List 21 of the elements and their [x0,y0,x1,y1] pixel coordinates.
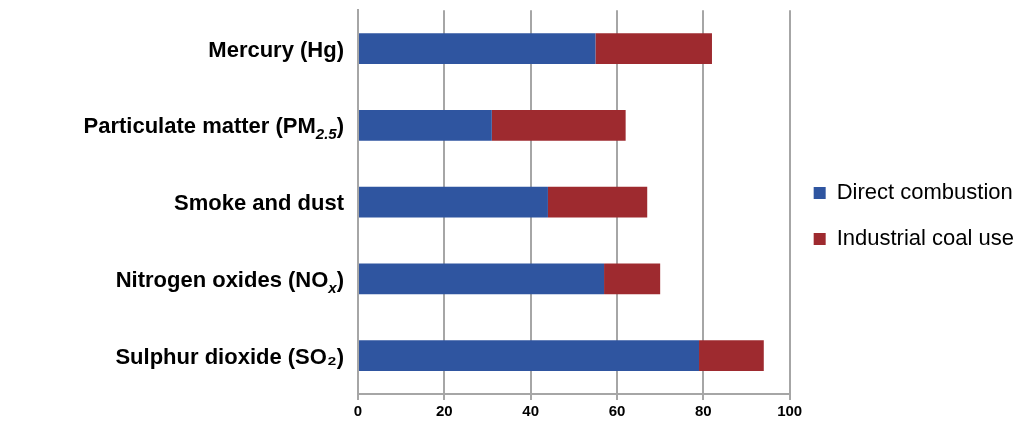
bar [359,186,548,218]
bar [595,33,712,64]
x-tick-label: 20 [435,402,453,420]
bar [359,33,596,64]
legend-label: Industrial coal use [836,225,1015,251]
y-tick-label: Smoke and dust [174,190,345,216]
x-tick-label: 80 [695,402,712,420]
y-tick-label: Mercury (Hg) [208,36,344,62]
legend-label: Direct combustion [836,179,1013,205]
x-tick-label: 100 [777,402,803,420]
bar [359,340,700,371]
bar [604,263,661,295]
x-tick-label: 60 [608,402,626,420]
bar [699,340,764,371]
bar [491,109,626,141]
x-tick-label: 40 [522,402,540,420]
bar [359,263,605,295]
y-tick-label: Sulphur dioxide (SO₂) [115,343,345,369]
x-tick-label: 0 [353,402,363,420]
bar [359,109,492,141]
bar [547,186,648,218]
